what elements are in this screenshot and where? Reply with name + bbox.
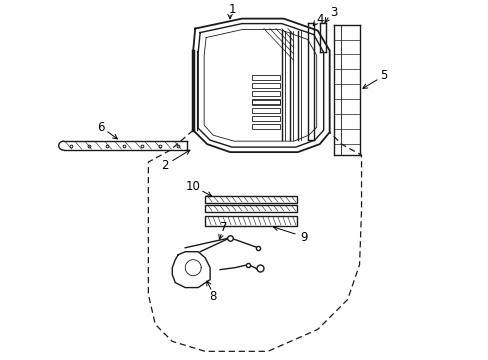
Text: 6: 6: [97, 121, 104, 134]
Bar: [251, 99, 279, 104]
Text: 3: 3: [329, 6, 337, 19]
Text: 7: 7: [220, 221, 227, 234]
Bar: [251, 91, 279, 96]
Bar: [251, 124, 279, 129]
Text: 5: 5: [379, 69, 386, 82]
Bar: [251, 75, 279, 80]
Bar: [251, 84, 279, 88]
Bar: [205, 216, 296, 226]
Text: 8: 8: [209, 290, 216, 303]
Bar: [251, 108, 279, 113]
Bar: [205, 205, 296, 212]
Text: 9: 9: [300, 231, 307, 244]
Text: 2: 2: [161, 158, 169, 172]
Bar: [205, 196, 296, 203]
Bar: [251, 100, 279, 105]
Bar: [251, 116, 279, 121]
Text: 4: 4: [315, 13, 323, 26]
Text: 1: 1: [228, 3, 235, 16]
Text: 10: 10: [185, 180, 200, 193]
